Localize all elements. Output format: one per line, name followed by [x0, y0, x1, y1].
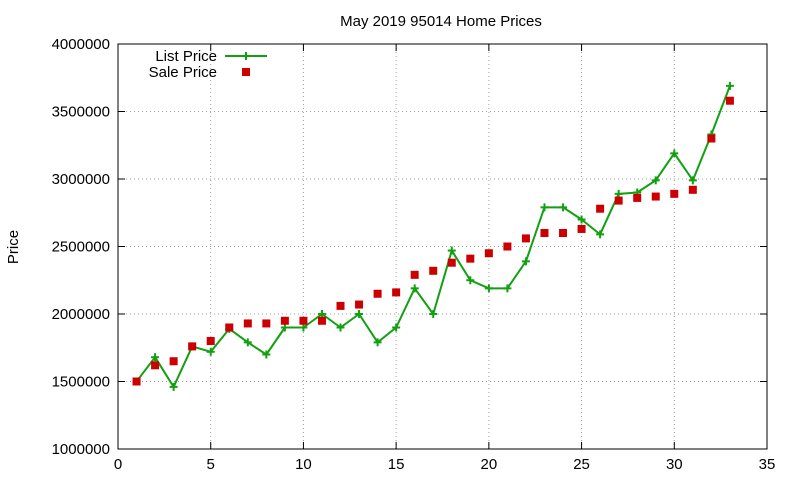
- series: [132, 81, 734, 391]
- sale-price-point: [725, 96, 734, 105]
- list-price-point: [596, 230, 605, 239]
- sale-price-point: [577, 224, 586, 233]
- list-price-point: [670, 149, 679, 158]
- list-price-point: [447, 246, 456, 255]
- y-tick-label: 2000000: [52, 306, 110, 323]
- sale-price-point: [317, 316, 326, 325]
- list-price-point: [243, 338, 252, 347]
- sale-price-point: [503, 242, 512, 251]
- sale-price-point: [132, 377, 141, 386]
- list-price-point: [540, 203, 549, 212]
- sale-price-point: [596, 204, 605, 213]
- list-price-point: [299, 323, 308, 332]
- sale-price-point: [355, 300, 364, 309]
- y-tick-label: 4000000: [52, 36, 110, 53]
- list-price-point: [614, 189, 623, 198]
- grid: [118, 44, 767, 449]
- chart-title: May 2019 95014 Home Prices: [340, 13, 542, 30]
- y-tick-label: 1000000: [52, 441, 110, 458]
- sale-price-point: [188, 342, 197, 351]
- x-tick-label: 15: [388, 456, 405, 473]
- sale-price-point: [466, 254, 475, 263]
- sale-price-point: [633, 193, 642, 202]
- list-price-point: [355, 310, 364, 318]
- list-price-line: [135, 85, 731, 388]
- sale-price-point: [688, 185, 697, 194]
- sale-price-point: [169, 357, 178, 366]
- list-price-point: [521, 257, 530, 266]
- list-price-point: [373, 338, 382, 347]
- sale-price-point: [540, 229, 549, 237]
- x-tick-label: 35: [759, 456, 776, 473]
- sale-price-point: [410, 270, 419, 279]
- sale-price-point: [336, 301, 345, 310]
- sale-price-point: [614, 196, 623, 205]
- y-tick-label: 3000000: [52, 171, 110, 188]
- x-tick-label: 5: [207, 456, 215, 473]
- list-price-point: [262, 350, 271, 359]
- list-price-point: [151, 353, 160, 362]
- sale-price-point: [243, 319, 252, 328]
- list-price-point: [392, 323, 401, 332]
- y-tick-label: 3500000: [52, 104, 110, 121]
- x-tick-label: 20: [481, 456, 498, 473]
- sale-price-point: [299, 316, 308, 325]
- sale-price-point: [559, 229, 568, 237]
- list-price-point: [336, 323, 345, 332]
- list-price-point: [410, 284, 419, 293]
- list-price-point: [206, 347, 215, 356]
- y-axis-label: Price: [5, 230, 22, 264]
- sale-price-point: [392, 288, 401, 297]
- sale-price-point: [707, 134, 716, 143]
- legend-label: List Price: [155, 48, 217, 65]
- axis-ticks: 0 5 10 15 20 25 30 35 1000000 1500000 2000000 25000…: [52, 36, 776, 473]
- list-price-point: [688, 176, 697, 185]
- sale-price-point: [262, 319, 271, 328]
- legend-cross-swatch: [242, 52, 250, 60]
- y-tick-label: 2500000: [52, 239, 110, 256]
- sale-price-point: [225, 323, 234, 332]
- y-tick-label: 1500000: [52, 374, 110, 391]
- sale-price-point: [151, 361, 160, 370]
- sale-price-point: [521, 234, 530, 243]
- x-tick-label: 30: [666, 456, 683, 473]
- sale-price-point: [429, 266, 438, 275]
- list-price-point: [466, 276, 475, 285]
- x-tick-label: 25: [573, 456, 590, 473]
- legend-square-swatch: [242, 68, 250, 76]
- list-price-point: [503, 284, 512, 293]
- sale-price-point: [484, 249, 493, 258]
- sale-price-point: [670, 189, 679, 198]
- legend-label: Sale Price: [149, 64, 217, 81]
- list-price-point: [317, 310, 326, 318]
- list-price-point: [429, 310, 438, 318]
- list-price-point: [484, 284, 493, 293]
- list-price-point: [725, 81, 734, 90]
- sale-price-point: [651, 192, 660, 201]
- sale-price-point: [206, 337, 215, 345]
- sale-price-point: [373, 289, 382, 298]
- list-price-point: [169, 382, 178, 391]
- x-tick-label: 10: [295, 456, 312, 473]
- sale-price-point: [447, 258, 456, 267]
- list-price-point: [651, 176, 660, 185]
- sale-price-point: [280, 316, 289, 325]
- list-price-point: [577, 215, 586, 224]
- list-price-point: [280, 323, 289, 332]
- x-tick-label: 0: [114, 456, 122, 473]
- list-price-point: [559, 203, 568, 212]
